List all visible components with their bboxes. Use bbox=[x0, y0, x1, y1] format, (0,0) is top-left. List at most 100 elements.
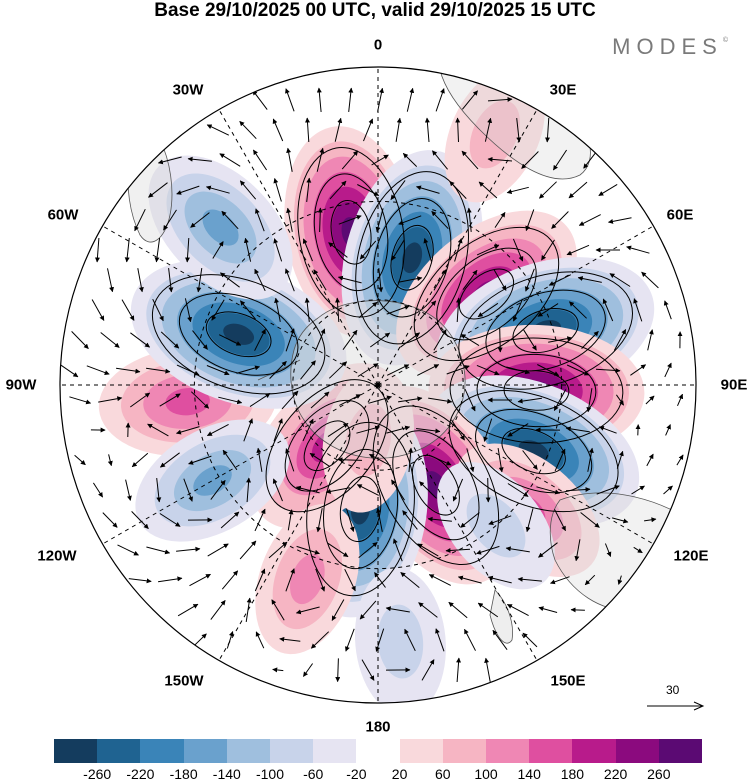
wind-arrow bbox=[484, 657, 491, 682]
wind-arrow bbox=[315, 568, 326, 592]
colorbar-segment bbox=[486, 739, 530, 763]
contour-line bbox=[512, 308, 579, 354]
wind-arrow bbox=[249, 392, 271, 408]
wind-arrow bbox=[92, 482, 104, 498]
wind-arrow bbox=[598, 426, 617, 434]
wind-arrow bbox=[507, 423, 529, 437]
anomaly-band bbox=[223, 323, 255, 345]
lon-label-60w: 60W bbox=[47, 206, 79, 224]
wind-arrow bbox=[272, 667, 284, 673]
wind-arrow bbox=[131, 511, 149, 529]
wind-arrow bbox=[393, 538, 403, 562]
wind-arrow bbox=[402, 153, 418, 167]
wind-arrow bbox=[554, 509, 566, 532]
wind-arrow bbox=[432, 150, 448, 170]
wind-arrow bbox=[406, 87, 415, 112]
wind-arrow bbox=[187, 156, 212, 162]
wind-arrow bbox=[550, 576, 570, 585]
colorbar-segment bbox=[226, 739, 271, 763]
wind-arrow bbox=[221, 210, 239, 230]
wind-arrow bbox=[300, 360, 316, 380]
wind-arrow bbox=[189, 573, 211, 587]
contour-line bbox=[475, 408, 593, 494]
wind-arrow bbox=[338, 215, 362, 225]
wind-arrow bbox=[615, 394, 625, 406]
wind-arrow bbox=[460, 333, 480, 347]
wind-arrow bbox=[331, 599, 345, 621]
colorbar-segment bbox=[529, 739, 573, 763]
wind-arrow bbox=[212, 241, 224, 259]
wind-arrow bbox=[218, 396, 243, 405]
colorbar-labels: -260 -220 -180 -140 -100 -60 -20 20 60 100 140 180 2… bbox=[0, 766, 750, 783]
wind-arrow bbox=[254, 328, 266, 351]
wind-arrow bbox=[522, 450, 538, 470]
wind-arrow bbox=[137, 268, 144, 293]
wind-arrow bbox=[222, 449, 238, 471]
wind-arrow bbox=[578, 214, 601, 226]
wind-arrow bbox=[626, 245, 650, 254]
contour-line bbox=[372, 198, 452, 318]
wind-arrow bbox=[595, 368, 621, 373]
contour-line bbox=[205, 311, 272, 358]
wind-arrow bbox=[316, 147, 325, 172]
wind-arrow bbox=[454, 238, 463, 262]
wind-arrow bbox=[207, 543, 229, 557]
anomaly-band bbox=[402, 242, 423, 274]
wind-arrow bbox=[147, 423, 169, 437]
wind-arrow bbox=[548, 336, 573, 343]
wind-arrow bbox=[184, 298, 193, 323]
colorbar-segment bbox=[399, 739, 443, 763]
wind-arrow bbox=[239, 120, 257, 140]
meridian-line bbox=[204, 84, 379, 386]
wind-arrow bbox=[286, 207, 293, 232]
lon-label-30e: 30E bbox=[549, 81, 577, 99]
lon-label-150w: 150W bbox=[164, 672, 204, 690]
wind-arrow bbox=[210, 600, 226, 620]
wind-arrow bbox=[334, 117, 343, 142]
wind-arrow bbox=[305, 117, 310, 143]
wind-arrow bbox=[633, 298, 643, 322]
wind-arrow bbox=[548, 274, 572, 286]
wind-arrow bbox=[466, 207, 472, 232]
colorbar-tick-label: 140 bbox=[517, 766, 541, 782]
wind-arrow bbox=[273, 178, 282, 202]
wind-arrow bbox=[505, 546, 530, 553]
wind-arrow bbox=[176, 364, 200, 376]
wind-arrow bbox=[377, 87, 384, 112]
wind-arrow bbox=[404, 628, 416, 652]
lon-label-150e: 150E bbox=[550, 672, 586, 690]
reference-vector-arrow bbox=[647, 701, 705, 711]
wind-arrow bbox=[487, 96, 513, 102]
wind-arrow bbox=[497, 448, 504, 473]
wind-arrow bbox=[286, 147, 293, 172]
brand-text: MODES bbox=[612, 34, 723, 59]
wind-arrow bbox=[613, 329, 627, 351]
wind-arrow bbox=[295, 485, 320, 494]
wind-arrow bbox=[246, 477, 252, 503]
wind-arrow bbox=[337, 457, 363, 463]
wind-arrow bbox=[569, 301, 587, 319]
wind-arrow bbox=[424, 117, 430, 143]
wind-arrow bbox=[523, 329, 537, 351]
contour-line bbox=[485, 289, 606, 372]
wind-arrow bbox=[370, 332, 391, 348]
wind-arrow bbox=[553, 389, 567, 411]
wind-arrow bbox=[416, 185, 440, 194]
wind-arrow bbox=[160, 331, 180, 349]
wind-arrow bbox=[219, 272, 240, 288]
wind-arrow bbox=[630, 364, 647, 376]
anomaly-band bbox=[202, 209, 239, 246]
wind-arrow bbox=[497, 327, 503, 353]
wind-arrow bbox=[400, 332, 421, 348]
wind-arrow bbox=[176, 546, 201, 552]
wind-arrow bbox=[566, 364, 590, 376]
map-boundary bbox=[59, 66, 697, 704]
wind-arrow bbox=[568, 181, 588, 199]
wind-arrow bbox=[74, 454, 86, 466]
wind-arrow bbox=[609, 273, 631, 287]
wind-arrow bbox=[566, 244, 590, 256]
wind-arrow bbox=[256, 447, 263, 472]
wind-arrow bbox=[663, 300, 672, 320]
wind-arrow bbox=[176, 426, 200, 435]
wind-arrow bbox=[159, 452, 180, 468]
